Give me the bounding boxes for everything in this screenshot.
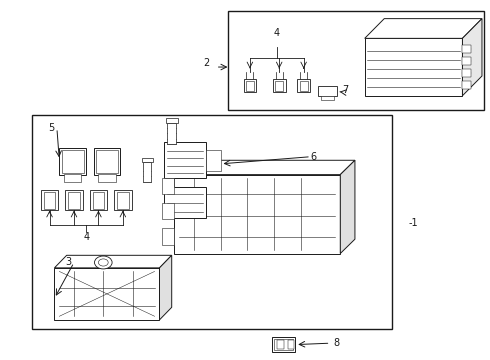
Bar (59, 148, 86, 175)
Polygon shape (340, 160, 355, 253)
Bar (463, 69, 471, 77)
Bar (164, 187, 206, 218)
Bar (288, 340, 294, 349)
Bar (174, 175, 340, 253)
Bar (463, 57, 471, 65)
Bar (162, 203, 174, 220)
Bar (365, 39, 463, 96)
Bar (117, 192, 129, 209)
Bar (96, 150, 118, 173)
Bar (114, 190, 132, 211)
Text: -1: -1 (409, 218, 418, 228)
Bar (94, 148, 121, 175)
Bar (297, 78, 310, 92)
Polygon shape (365, 19, 482, 39)
Bar (275, 81, 283, 91)
Bar (32, 116, 392, 329)
Bar (463, 81, 471, 89)
Bar (277, 340, 284, 349)
Bar (272, 337, 295, 352)
Circle shape (95, 256, 112, 269)
Bar (244, 78, 256, 92)
Bar (206, 149, 220, 171)
Polygon shape (159, 255, 171, 320)
Bar (98, 174, 116, 182)
Bar (65, 190, 83, 211)
Bar (228, 12, 485, 110)
Bar (167, 123, 176, 144)
Bar (246, 81, 254, 91)
Text: 4: 4 (274, 28, 280, 38)
Text: 8: 8 (333, 338, 339, 348)
Circle shape (98, 259, 108, 266)
Bar (300, 81, 308, 91)
Bar (142, 158, 153, 162)
Bar (321, 96, 334, 100)
Text: 3: 3 (66, 257, 72, 267)
Bar (41, 190, 58, 211)
Polygon shape (174, 160, 355, 175)
Text: 2: 2 (203, 58, 209, 68)
Bar (54, 268, 159, 320)
Bar (162, 178, 174, 194)
Bar (44, 192, 55, 209)
Bar (90, 190, 107, 211)
Text: 6: 6 (310, 152, 317, 162)
Polygon shape (463, 19, 482, 96)
Bar (68, 192, 80, 209)
Text: 7: 7 (342, 85, 348, 95)
Bar (62, 150, 84, 173)
Bar (463, 45, 471, 53)
Bar (162, 228, 174, 244)
Text: 5: 5 (48, 123, 54, 133)
Bar (64, 174, 81, 182)
Polygon shape (54, 255, 172, 268)
Bar (144, 162, 151, 182)
Bar (166, 118, 177, 123)
Bar (93, 192, 104, 209)
Bar (164, 142, 206, 178)
Bar (273, 78, 286, 92)
Bar (274, 339, 293, 350)
Text: 4: 4 (83, 232, 89, 242)
Bar (318, 86, 337, 96)
